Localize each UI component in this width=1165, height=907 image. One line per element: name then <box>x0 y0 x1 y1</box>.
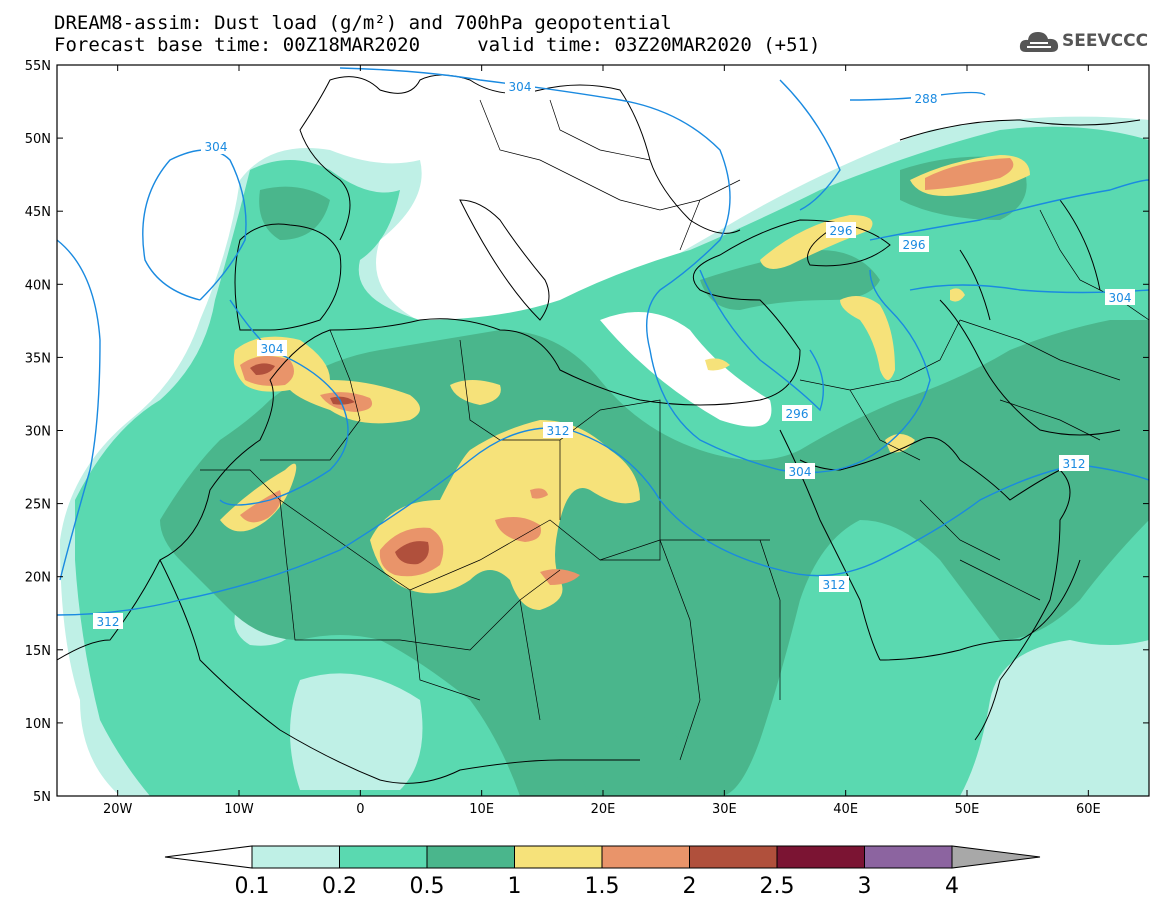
map-title-line-2: Forecast base time: 00Z18MAR2020 valid t… <box>54 34 821 56</box>
colorbar-segment <box>251 845 340 869</box>
colorbar-segment <box>689 845 778 869</box>
lat-tick-label: 5N <box>33 790 51 805</box>
lat-tick-label: 35N <box>25 351 51 366</box>
lon-tick-label: 10W <box>224 802 254 817</box>
contour-label: 296 <box>830 224 853 238</box>
lon-tick-label: 0 <box>356 802 364 817</box>
contour-label: 312 <box>97 615 120 629</box>
lat-tick-label: 15N <box>25 644 51 659</box>
colorbar-segment <box>514 845 603 869</box>
contour-label: 296 <box>903 238 926 252</box>
lon-tick-label: 50E <box>955 802 980 817</box>
lat-tick-label: 50N <box>25 132 51 147</box>
contour-label: 312 <box>547 424 570 438</box>
lon-tick-label: 40E <box>833 802 858 817</box>
contour-label: 304 <box>261 342 284 356</box>
contour-labels: 304 288 304 296 296 304 304 312 296 304 … <box>93 78 1135 629</box>
lon-tick-label: 30E <box>712 802 737 817</box>
colorbar-level-label: 2 <box>683 874 697 899</box>
contour-label: 288 <box>915 92 938 106</box>
logo-text: SEEVCCC <box>1062 31 1149 51</box>
lat-tick-label: 20N <box>25 571 51 586</box>
colorbar-level-label: 1.5 <box>585 874 620 899</box>
colorbar-segment <box>601 845 690 869</box>
colorbar-segment <box>864 845 953 869</box>
lon-tick-label: 20E <box>591 802 616 817</box>
lat-tick-label: 55N <box>25 59 51 74</box>
colorbar-level-label: 0.1 <box>235 874 270 899</box>
contour-label: 312 <box>823 578 846 592</box>
colorbar-level-label: 0.2 <box>322 874 357 899</box>
latitude-axis: 55N 50N 45N 40N 35N 30N 25N 20N 15N 10N 5N <box>25 59 1149 805</box>
lat-tick-label: 40N <box>25 278 51 293</box>
lat-tick-label: 30N <box>25 425 51 440</box>
contour-label: 304 <box>205 140 228 154</box>
contour-label: 312 <box>1063 457 1086 471</box>
lon-tick-label: 60E <box>1076 802 1101 817</box>
lat-tick-label: 10N <box>25 717 51 732</box>
colorbar-lower-extension <box>164 845 253 869</box>
colorbar-segment <box>426 845 515 869</box>
dust-shading <box>57 65 1149 796</box>
colorbar-level-label: 2.5 <box>760 874 795 899</box>
cloud-icon <box>1019 32 1059 52</box>
longitude-axis: 20W 10W 0 10E 20E 30E 40E 50E 60E <box>103 65 1101 817</box>
lon-tick-label: 20W <box>103 802 133 817</box>
coastlines <box>57 74 1141 784</box>
colorbar-level-label: 3 <box>858 874 872 899</box>
colorbar-upper-extension <box>951 845 1041 869</box>
colorbar: 0.1 0.2 0.5 1 1.5 2 2.5 3 4 <box>164 845 1041 899</box>
contour-label: 296 <box>786 407 809 421</box>
colorbar-level-label: 0.5 <box>410 874 445 899</box>
map-title-line-1: DREAM8-assim: Dust load (g/m²) and 700hP… <box>54 12 672 34</box>
seevccc-logo: SEEVCCC <box>1018 26 1158 58</box>
lat-tick-label: 45N <box>25 205 51 220</box>
colorbar-level-label: 4 <box>945 874 959 899</box>
contour-label: 304 <box>789 465 812 479</box>
colorbar-segment <box>776 845 865 869</box>
lat-tick-label: 25N <box>25 498 51 513</box>
colorbar-level-label: 1 <box>508 874 522 899</box>
colorbar-segment <box>339 845 428 869</box>
lon-tick-label: 10E <box>469 802 494 817</box>
contour-label: 304 <box>1109 291 1132 305</box>
contour-label: 304 <box>509 80 532 94</box>
